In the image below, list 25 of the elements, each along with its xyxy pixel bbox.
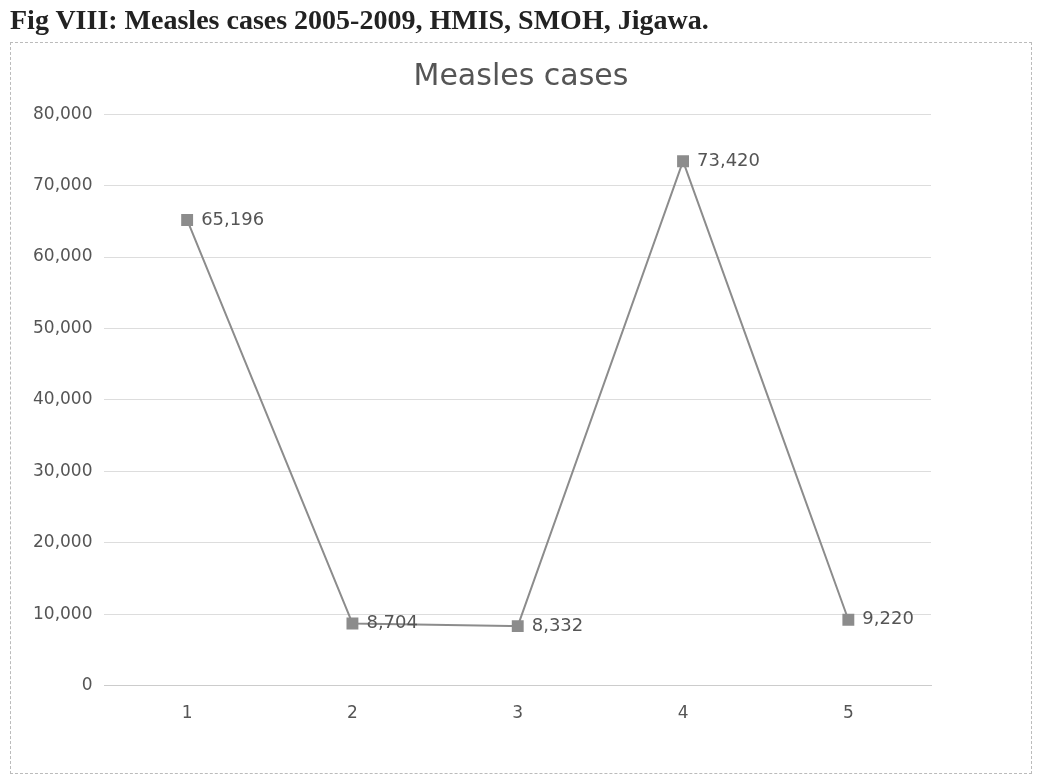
y-tick-label: 60,000	[33, 245, 93, 266]
x-tick-label: 1	[181, 702, 193, 723]
y-tick-label: 20,000	[33, 531, 93, 552]
point	[346, 617, 359, 630]
data-label: 65,196	[201, 207, 265, 229]
chart-title: Fig VIII: Measles cases 2005-2009, HMIS, SMOH, Jigawa.	[10, 4, 710, 36]
point	[842, 613, 855, 626]
point	[677, 155, 689, 168]
chart-subtitle: Measles cases	[412, 57, 630, 92]
x-tick-label: 3	[512, 702, 524, 723]
x-tick-label: 4	[677, 702, 689, 723]
y-tick-label: 70,000	[33, 174, 93, 195]
y-tick-label: 30,000	[33, 459, 93, 480]
y-tick-label: 40,000	[33, 388, 93, 409]
point	[511, 620, 524, 633]
y-tick-label: 0	[81, 674, 93, 695]
point	[181, 213, 194, 226]
data-label: 9,220	[862, 607, 914, 629]
y-tick-label: 80,000	[33, 102, 93, 123]
y-tick-label: 50,000	[33, 316, 93, 337]
data-label: 8,332	[531, 613, 584, 635]
data-label: 73,420	[697, 148, 761, 170]
y-tick-label: 10,000	[33, 602, 93, 623]
x-tick-label: 5	[842, 702, 854, 723]
x-tick-label: 2	[347, 702, 358, 723]
